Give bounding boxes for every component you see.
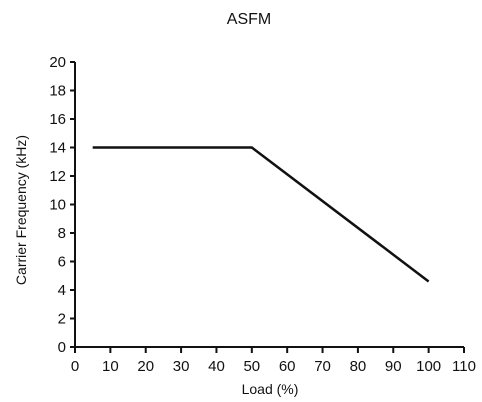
y-tick-label: 2 (58, 311, 66, 328)
y-tick-label: 4 (58, 282, 66, 299)
y-tick-label: 16 (49, 111, 66, 128)
y-tick-label: 6 (58, 254, 66, 271)
x-tick-label: 30 (173, 358, 190, 375)
x-ticks: 0 10 20 30 40 50 60 70 80 90 100 110 (71, 347, 476, 375)
x-tick-label: 80 (350, 358, 367, 375)
x-tick-label: 20 (137, 358, 154, 375)
y-ticks: 0 2 4 6 8 10 12 14 16 18 20 (49, 54, 75, 356)
y-tick-label: 20 (49, 54, 66, 71)
series-line (92, 146, 430, 283)
x-tick-label: 10 (102, 358, 119, 375)
y-axis-title: Carrier Frequency (kHz) (13, 135, 29, 285)
y-tick-label: 0 (58, 339, 66, 356)
chart-title: ASFM (227, 11, 271, 28)
y-tick-label: 18 (49, 83, 66, 100)
x-axis-title: Load (%) (242, 381, 299, 397)
x-tick-label: 0 (71, 358, 79, 375)
y-tick-label: 12 (49, 168, 66, 185)
x-tick-label: 110 (452, 358, 476, 375)
x-tick-label: 90 (385, 358, 402, 375)
y-tick-label: 10 (49, 197, 66, 214)
plot-area: 0 2 4 6 8 10 12 14 16 18 20 0 10 20 30 40 50 60 70 80 90 100… (49, 54, 476, 375)
y-tick-label: 8 (58, 225, 66, 242)
x-tick-label: 100 (416, 358, 441, 375)
x-tick-label: 50 (243, 358, 260, 375)
x-tick-label: 70 (314, 358, 331, 375)
x-tick-label: 60 (279, 358, 296, 375)
series-group (92, 146, 430, 283)
x-tick-label: 40 (208, 358, 225, 375)
y-tick-label: 14 (49, 140, 66, 157)
